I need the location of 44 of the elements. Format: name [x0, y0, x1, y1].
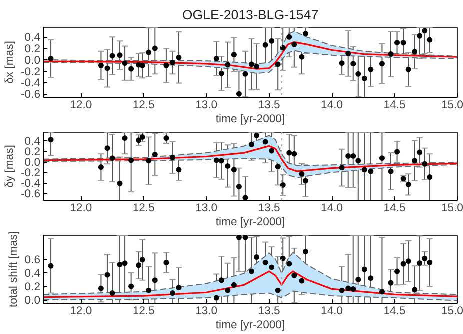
- x-tick-label: 13.5: [258, 100, 280, 112]
- x-tick-label: 12.5: [132, 306, 155, 318]
- y-tick-label: -0.4: [20, 78, 41, 90]
- y-tick-label: -0.6: [20, 188, 41, 201]
- y-tick-label: -0.6: [20, 89, 41, 102]
- x-tick-label: 12.5: [132, 202, 155, 214]
- y-tick-label: 0.4: [24, 268, 40, 280]
- x-tick-label: 14.0: [321, 306, 344, 318]
- y-tick-label: 0.0: [24, 295, 40, 308]
- y-tick-label: 0.0: [24, 157, 40, 170]
- y-axis-title: total shift [mas]: [8, 231, 20, 308]
- x-tick-label: 14.0: [321, 202, 344, 214]
- y-tick-label: 0.2: [24, 44, 40, 56]
- x-tick-label: 13.0: [196, 202, 218, 214]
- y-tick-label: 0.0: [24, 54, 40, 67]
- y-tick-label: -0.2: [20, 168, 41, 180]
- x-tick-label: 14.5: [384, 100, 406, 112]
- x-tick-label: 13.5: [258, 202, 280, 214]
- y-tick-label: 0.2: [24, 146, 40, 158]
- x-tick-label: 14.5: [384, 202, 406, 214]
- y-axis-title: δy [mas]: [4, 145, 16, 188]
- chart-title: OGLE-2013-BLG-1547: [182, 8, 319, 22]
- x-tick-label: 15.0: [441, 202, 463, 214]
- x-tick-label: 12.5: [132, 100, 155, 112]
- x-tick-label: 14.5: [384, 306, 406, 318]
- x-axis-title: time [yr-2000]: [216, 320, 286, 332]
- y-tick-label: 0.4: [24, 32, 40, 44]
- x-axis-title: time [yr-2000]: [216, 216, 286, 228]
- x-axis-title: time [yr-2000]: [216, 114, 286, 126]
- x-tick-label: 13.5: [258, 306, 280, 318]
- x-tick-label: 15.0: [441, 306, 463, 318]
- x-tick-label: 13.0: [196, 306, 218, 318]
- x-tick-label: 13.0: [196, 100, 218, 112]
- y-tick-label: -0.4: [20, 178, 41, 190]
- y-tick-label: 0.2: [24, 282, 40, 294]
- x-tick-label: 12.0: [70, 202, 92, 214]
- y-tick-label: 0.6: [24, 254, 40, 266]
- x-tick-label: 12.0: [70, 306, 92, 318]
- x-tick-label: 12.0: [70, 100, 92, 112]
- x-tick-label: 15.0: [441, 100, 463, 112]
- y-tick-label: 0.4: [24, 136, 40, 148]
- y-tick-label: -0.2: [20, 66, 41, 78]
- x-tick-label: 14.0: [321, 100, 344, 112]
- y-axis-title: δx [mas]: [4, 41, 16, 84]
